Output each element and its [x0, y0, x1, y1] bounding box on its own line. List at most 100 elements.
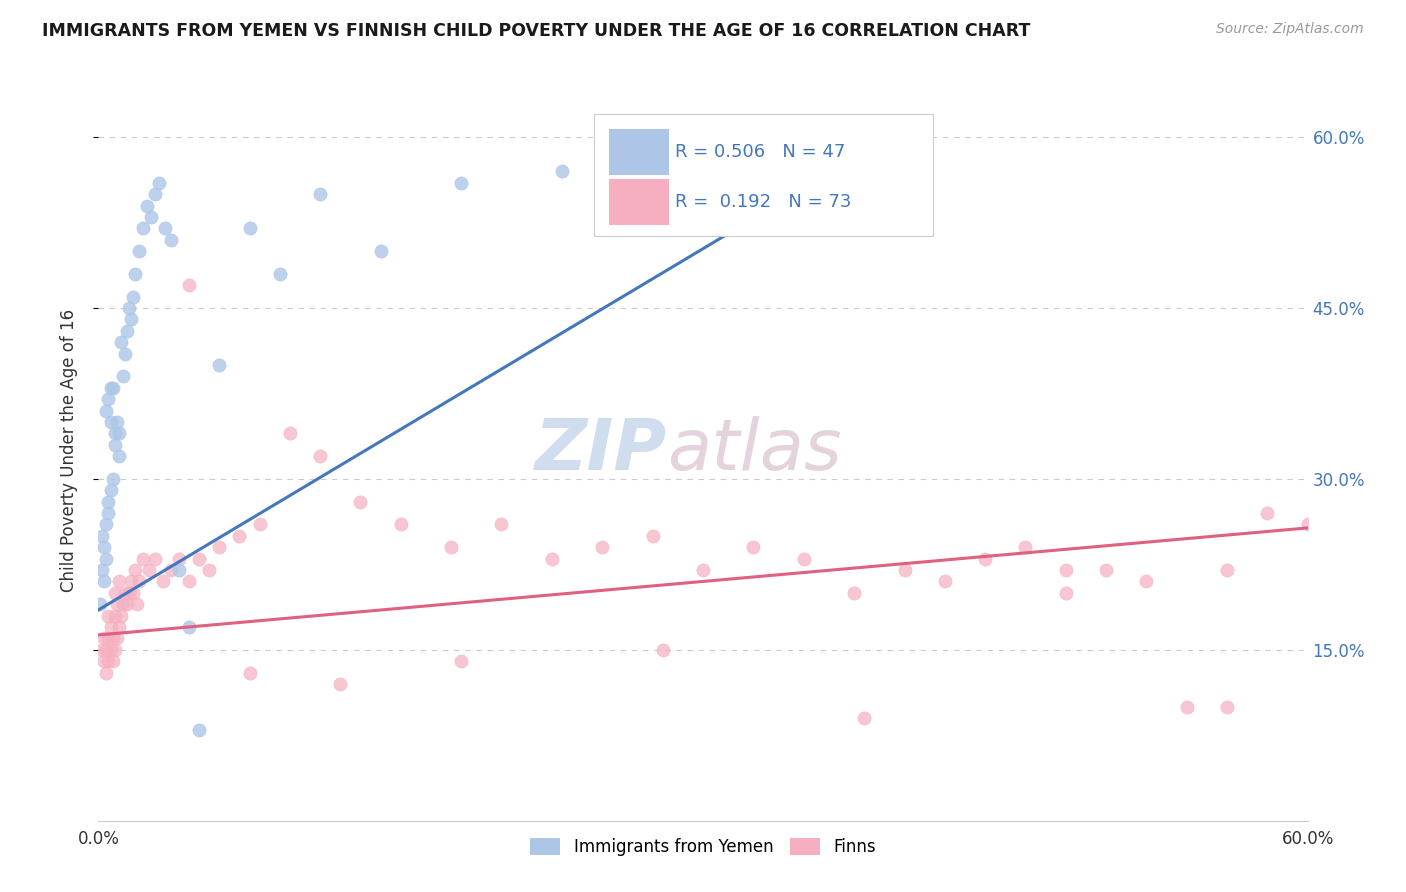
- Point: [160, 233, 183, 247]
- Point: [97, 632, 120, 646]
- Point: [491, 517, 513, 532]
- Point: [934, 574, 956, 589]
- Point: [124, 563, 146, 577]
- Point: [1135, 574, 1157, 589]
- Point: [91, 642, 114, 657]
- Point: [278, 426, 301, 441]
- Point: [121, 586, 143, 600]
- Point: [198, 563, 221, 577]
- Point: [692, 563, 714, 577]
- Point: [103, 586, 125, 600]
- Point: [100, 381, 122, 395]
- Point: [96, 517, 118, 532]
- Point: [97, 608, 120, 623]
- Point: [440, 541, 463, 555]
- Point: [793, 551, 815, 566]
- Point: [138, 563, 160, 577]
- FancyBboxPatch shape: [609, 178, 669, 225]
- Point: [125, 597, 148, 611]
- Point: [148, 176, 170, 190]
- Point: [179, 574, 201, 589]
- Point: [188, 723, 211, 737]
- Point: [893, 563, 915, 577]
- Point: [91, 563, 114, 577]
- Point: [269, 267, 291, 281]
- Y-axis label: Child Poverty Under the Age of 16: Child Poverty Under the Age of 16: [59, 309, 77, 592]
- Point: [370, 244, 392, 259]
- Point: [96, 551, 118, 566]
- Point: [107, 574, 129, 589]
- Point: [96, 665, 118, 680]
- Point: [114, 586, 136, 600]
- Point: [101, 632, 124, 646]
- Point: [115, 597, 138, 611]
- Point: [118, 586, 141, 600]
- Point: [128, 244, 150, 259]
- Point: [1054, 563, 1077, 577]
- Point: [115, 324, 138, 338]
- Point: [100, 642, 122, 657]
- Point: [100, 415, 122, 429]
- Point: [97, 506, 120, 520]
- Text: ZIP: ZIP: [534, 416, 666, 485]
- Point: [208, 541, 231, 555]
- Point: [1256, 506, 1278, 520]
- Point: [96, 642, 118, 657]
- Point: [239, 665, 262, 680]
- Point: [1014, 541, 1036, 555]
- Point: [1296, 517, 1319, 532]
- Point: [167, 551, 190, 566]
- Point: [551, 164, 574, 178]
- Point: [132, 551, 155, 566]
- FancyBboxPatch shape: [609, 129, 669, 175]
- Point: [128, 574, 150, 589]
- Point: [114, 346, 136, 360]
- Point: [101, 472, 124, 486]
- Point: [103, 426, 125, 441]
- Point: [208, 358, 231, 372]
- Point: [160, 563, 183, 577]
- Point: [152, 574, 174, 589]
- Point: [349, 494, 371, 508]
- Point: [844, 586, 866, 600]
- Point: [100, 620, 122, 634]
- Point: [110, 608, 132, 623]
- Point: [111, 597, 134, 611]
- Point: [641, 529, 664, 543]
- Point: [249, 517, 271, 532]
- Text: R = 0.506   N = 47: R = 0.506 N = 47: [675, 143, 845, 161]
- Point: [105, 597, 128, 611]
- Point: [651, 642, 673, 657]
- Point: [120, 312, 142, 326]
- Point: [309, 187, 332, 202]
- Point: [97, 494, 120, 508]
- Point: [742, 541, 765, 555]
- Text: IMMIGRANTS FROM YEMEN VS FINNISH CHILD POVERTY UNDER THE AGE OF 16 CORRELATION C: IMMIGRANTS FROM YEMEN VS FINNISH CHILD P…: [42, 22, 1031, 40]
- Point: [188, 551, 211, 566]
- Point: [143, 551, 166, 566]
- Point: [103, 608, 125, 623]
- Point: [329, 677, 352, 691]
- Point: [450, 176, 472, 190]
- Point: [153, 221, 176, 235]
- Point: [111, 369, 134, 384]
- Point: [100, 483, 122, 498]
- Point: [97, 654, 120, 668]
- Point: [228, 529, 250, 543]
- Point: [167, 563, 190, 577]
- Point: [96, 403, 118, 417]
- Point: [389, 517, 412, 532]
- Point: [1095, 563, 1118, 577]
- Point: [97, 392, 120, 407]
- Point: [91, 529, 114, 543]
- Point: [540, 551, 562, 566]
- Point: [1216, 563, 1239, 577]
- Point: [93, 632, 115, 646]
- Point: [103, 642, 125, 657]
- Point: [120, 574, 142, 589]
- Point: [591, 541, 613, 555]
- Point: [179, 620, 201, 634]
- Point: [132, 221, 155, 235]
- Point: [139, 210, 162, 224]
- FancyBboxPatch shape: [595, 113, 932, 235]
